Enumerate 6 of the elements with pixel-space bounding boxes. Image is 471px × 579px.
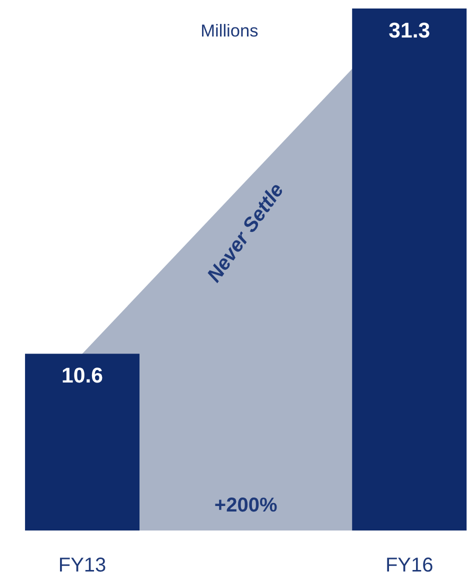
x-tick-label: FY13 [58,554,106,576]
annotation: +200% [214,494,278,516]
x-tick-label: FY16 [385,554,434,576]
data-label: 31.3 [388,18,430,42]
data-label: 10.6 [62,364,104,388]
y-axis-title: Millions [200,20,259,40]
